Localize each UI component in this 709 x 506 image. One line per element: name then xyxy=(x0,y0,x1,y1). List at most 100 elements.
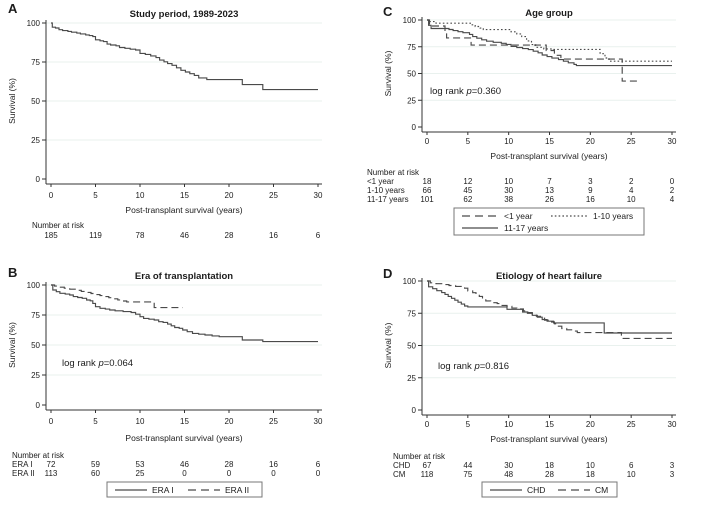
risk-count: 16 xyxy=(586,195,595,204)
legend-box xyxy=(453,207,645,236)
km-curve-1-10-years xyxy=(427,19,672,62)
risk-count: 44 xyxy=(463,461,472,470)
legend-label: ERA I xyxy=(152,485,174,495)
y-axis-title: Survival (%) xyxy=(7,322,17,368)
legend-label: CHD xyxy=(527,485,545,495)
y-tick-label: 0 xyxy=(412,123,417,132)
risk-count: 13 xyxy=(545,186,554,195)
x-axis-title: Post-transplant survival (years) xyxy=(125,433,242,443)
y-tick-label: 50 xyxy=(407,342,416,351)
risk-count: 30 xyxy=(504,186,513,195)
risk-count: 9 xyxy=(588,186,593,195)
risk-count: 30 xyxy=(504,461,513,470)
risk-count: 18 xyxy=(423,177,432,186)
risk-count: 78 xyxy=(136,231,145,240)
panel-letter: A xyxy=(8,1,18,16)
risk-count: 10 xyxy=(586,461,595,470)
x-tick-label: 25 xyxy=(627,137,636,146)
risk-row-label: 1-10 years xyxy=(367,186,405,195)
risk-count: 6 xyxy=(316,460,321,469)
log-rank-part: log rank xyxy=(438,361,474,372)
y-tick-label: 100 xyxy=(27,281,41,290)
risk-count: 2 xyxy=(629,177,634,186)
risk-count: 62 xyxy=(463,195,472,204)
x-tick-label: 0 xyxy=(425,137,430,146)
x-tick-label: 30 xyxy=(668,420,677,429)
km-curve-chd xyxy=(427,280,672,334)
legend-box xyxy=(481,481,618,498)
risk-count: 6 xyxy=(629,461,634,470)
x-tick-label: 5 xyxy=(466,137,471,146)
risk-count: 10 xyxy=(504,177,513,186)
legend-label: 1-10 years xyxy=(593,211,633,221)
log-rank-text: log rank p=0.816 xyxy=(438,361,509,372)
y-tick-label: 75 xyxy=(407,309,416,318)
x-tick-label: 30 xyxy=(314,417,323,426)
x-tick-label: 10 xyxy=(136,191,145,200)
panel-a-chart: 0 25 50 75 100 0 5 10 15 20 25 30 Study period, 1989… xyxy=(7,1,323,240)
x-tick-label: 0 xyxy=(425,420,430,429)
y-tick-label: 100 xyxy=(403,16,417,25)
risk-count: 53 xyxy=(136,460,145,469)
panel-title: Study period, 1989-2023 xyxy=(130,9,239,20)
risk-count: 28 xyxy=(545,470,554,479)
risk-count: 3 xyxy=(588,177,593,186)
x-tick-label: 5 xyxy=(93,417,98,426)
risk-count: 185 xyxy=(44,231,58,240)
log-rank-part: =0.064 xyxy=(104,358,133,369)
panel-title: Era of transplantation xyxy=(135,271,233,282)
y-tick-label: 25 xyxy=(407,96,416,105)
risk-count: 113 xyxy=(45,469,58,478)
log-rank-part: p xyxy=(97,358,103,369)
panel-letter: D xyxy=(383,266,392,281)
km-curve-era-ii xyxy=(51,284,183,309)
risk-row-label: CHD xyxy=(393,461,411,470)
risk-count: 0 xyxy=(182,469,187,478)
panel-c: 0 25 50 75 100 0 5 10 15 20 25 30 Age group C Post-tra… xyxy=(355,0,709,253)
x-tick-label: 20 xyxy=(586,420,595,429)
risk-count: 66 xyxy=(423,186,432,195)
panel-b: 0 25 50 75 100 0 5 10 15 20 25 30 Era of transplanta… xyxy=(0,253,355,506)
risk-row-label: 11-17 years xyxy=(367,195,409,204)
y-tick-label: 100 xyxy=(403,277,417,286)
risk-count: 3 xyxy=(670,461,675,470)
x-tick-label: 20 xyxy=(225,191,234,200)
log-rank-part: =0.816 xyxy=(480,361,509,372)
risk-count: 101 xyxy=(420,195,434,204)
km-curve-cm xyxy=(427,280,672,339)
x-tick-label: 30 xyxy=(668,137,677,146)
risk-count: 0 xyxy=(271,469,276,478)
risk-count: 60 xyxy=(91,469,100,478)
risk-count: 4 xyxy=(629,186,634,195)
x-tick-label: 20 xyxy=(586,137,595,146)
legend-label: CM xyxy=(595,485,608,495)
x-tick-label: 25 xyxy=(269,191,278,200)
y-tick-label: 25 xyxy=(407,374,416,383)
risk-count: 75 xyxy=(463,470,472,479)
risk-count: 118 xyxy=(421,470,434,479)
x-axis-title: Post-transplant survival (years) xyxy=(490,151,607,161)
risk-table-header: Number at risk xyxy=(32,221,85,230)
legend-box xyxy=(106,481,263,498)
y-tick-label: 100 xyxy=(27,19,41,28)
x-tick-label: 15 xyxy=(180,191,189,200)
legend-label: ERA II xyxy=(225,485,249,495)
risk-count: 38 xyxy=(504,195,513,204)
panel-b-chart: 0 25 50 75 100 0 5 10 15 20 25 30 Era of transplanta… xyxy=(7,265,323,498)
risk-count: 25 xyxy=(136,469,145,478)
risk-count: 7 xyxy=(547,177,552,186)
legend-label: 11-17 years xyxy=(504,223,548,233)
km-curve-overall xyxy=(51,22,318,91)
risk-table-header: Number at risk xyxy=(367,168,420,177)
panel-letter: C xyxy=(383,4,393,19)
risk-count: 67 xyxy=(423,461,432,470)
risk-count: 0 xyxy=(316,469,321,478)
panel-d-chart: 0 25 50 75 100 0 5 10 15 20 25 30 Etiology of heart … xyxy=(383,266,677,498)
risk-count: 0 xyxy=(227,469,232,478)
risk-count: 10 xyxy=(627,470,636,479)
log-rank-text: log rank p=0.360 xyxy=(430,86,501,97)
risk-count: 3 xyxy=(670,470,675,479)
y-tick-label: 0 xyxy=(412,406,417,415)
risk-count: 18 xyxy=(545,461,554,470)
risk-count: 28 xyxy=(225,460,234,469)
